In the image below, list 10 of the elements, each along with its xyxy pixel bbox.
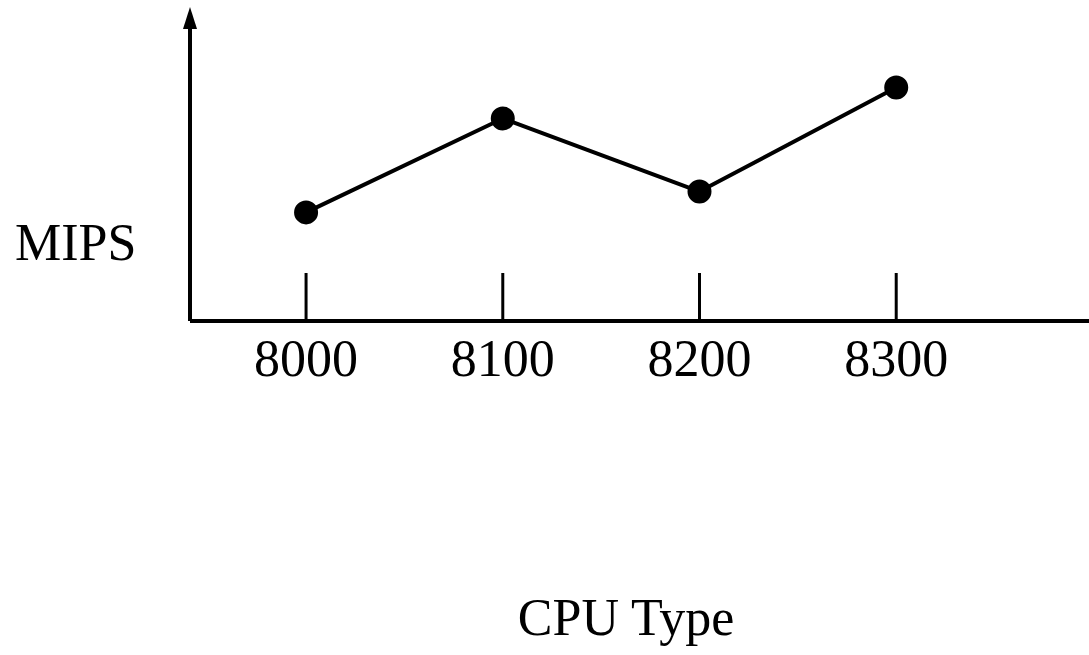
point bbox=[687, 179, 712, 204]
x-tick-label: 8300 bbox=[844, 330, 949, 387]
x-tick-label: 8100 bbox=[450, 330, 555, 387]
x-axis-title: CPU Type bbox=[516, 588, 736, 648]
point bbox=[294, 200, 319, 225]
y-axis-title: MIPS bbox=[15, 213, 137, 273]
x-tick-label: 8000 bbox=[254, 330, 359, 387]
point bbox=[490, 106, 515, 131]
x-tick-label: 8200 bbox=[647, 330, 752, 387]
point bbox=[884, 75, 909, 100]
